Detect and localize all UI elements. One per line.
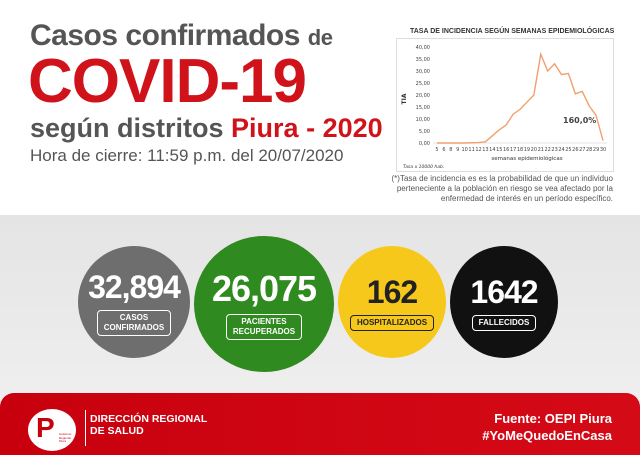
x-tick-label: 30 <box>600 147 606 153</box>
logo-text: Gobierno Regional Piura <box>59 432 72 443</box>
subtitle-text: según distritos <box>30 113 224 143</box>
stat-value: 26,075 <box>211 268 317 309</box>
chart-footnote: Tasa x 10000 hab. <box>403 164 444 170</box>
stat-label: PACIENTES RECUPERADOS <box>225 314 303 340</box>
stat-label-2: CONFIRMADOS <box>103 322 165 332</box>
x-tick-label: 5 <box>435 147 438 153</box>
stat-label: HOSPITALIZADOS <box>349 314 435 331</box>
x-tick-label: 19 <box>524 147 530 153</box>
stat-value: 32,894 <box>88 268 181 305</box>
x-tick-label: 11 <box>468 147 474 153</box>
x-tick-label: 24 <box>558 147 564 153</box>
y-tick-label: 10,00 <box>416 117 430 123</box>
x-tick-label: 26 <box>572 147 578 153</box>
stat-confirmed: 32,894 CASOS CONFIRMADOS <box>78 246 190 358</box>
x-tick-label: 6 <box>442 147 445 153</box>
closing-time: Hora de cierre: 11:59 p.m. del 20/07/202… <box>30 146 344 165</box>
stat-value: 162 <box>366 273 418 310</box>
series-line <box>437 51 604 144</box>
chart-svg: 0,00 5,00 10,00 15,00 20,00 25,00 30,00 35,00 40… <box>401 45 607 170</box>
x-tick-label: 22 <box>544 147 550 153</box>
x-tick-label: 12 <box>475 147 481 153</box>
y-tick-label: 15,00 <box>416 105 430 111</box>
stat-label-1: PACIENTES <box>241 317 287 326</box>
chart: 0,00 5,00 10,00 15,00 20,00 25,00 30,00 35,00 40… <box>396 38 614 172</box>
title-text: Casos confirmados <box>30 19 300 52</box>
logo-letter: P <box>36 412 55 443</box>
hashtag: #YoMeQuedoEnCasa <box>482 428 612 443</box>
y-tick-label: 30,00 <box>416 69 430 75</box>
x-tick-label: 28 <box>586 147 592 153</box>
x-tick-label: 29 <box>593 147 599 153</box>
x-tick-label: 16 <box>503 147 509 153</box>
stat-value: 1642 <box>470 273 538 310</box>
title-suffix: de <box>307 25 333 50</box>
source-info: Fuente: OEPI Piura #YoMeQuedoEnCasa <box>482 410 612 444</box>
chart-annotation: 160,0% <box>563 116 596 125</box>
x-tick-label: 10 <box>461 147 467 153</box>
x-tick-label: 17 <box>510 147 516 153</box>
x-tick-label: 18 <box>517 147 523 153</box>
x-axis-label: semanas epidemiológicas <box>491 155 562 162</box>
org-line1: DIRECCIÓN REGIONAL <box>90 413 208 425</box>
y-tick-label: 40,00 <box>416 45 430 51</box>
org-line2: DE SALUD <box>90 425 144 437</box>
incidence-note: (*)Tasa de incidencia es es la probabili… <box>391 174 613 203</box>
gobierno-regional-logo: P Gobierno Regional Piura <box>28 409 76 451</box>
y-tick-label: 25,00 <box>416 81 430 87</box>
organization-name: DIRECCIÓN REGIONAL DE SALUD <box>90 413 207 437</box>
y-tick-label: 0,00 <box>419 141 430 147</box>
y-tick-label: 5,00 <box>419 129 430 135</box>
x-tick-label: 9 <box>456 147 459 153</box>
x-tick-label: 20 <box>531 147 537 153</box>
chart-title: TASA DE INCIDENCIA SEGÚN SEMANAS EPIDEMI… <box>410 28 615 35</box>
x-tick-label: 14 <box>489 147 495 153</box>
stat-label: FALLECIDOS <box>471 314 537 331</box>
stat-label-2: RECUPERADOS <box>232 327 296 336</box>
x-tick-label: 27 <box>579 147 585 153</box>
stat-label: CASOS CONFIRMADOS <box>96 309 172 336</box>
y-axis-label: TIA <box>401 93 408 104</box>
stat-label-1: CASOS <box>119 312 149 322</box>
x-tick-label: 25 <box>565 147 571 153</box>
source-text: Fuente: OEPI Piura <box>494 411 612 426</box>
x-tick-label: 8 <box>449 147 452 153</box>
stat-hospitalized: 162 HOSPITALIZADOS <box>338 246 446 358</box>
footer-divider <box>85 410 86 446</box>
x-tick-label: 21 <box>538 147 544 153</box>
footer <box>0 393 640 455</box>
title-line3: según distritos Piura - 2020 <box>30 113 383 143</box>
subtitle-accent: Piura - 2020 <box>231 113 383 143</box>
title-covid: COVID-19 <box>28 47 307 116</box>
x-tick-label: 15 <box>496 147 502 153</box>
stat-recovered: 26,075 PACIENTES RECUPERADOS <box>194 236 334 372</box>
x-tick-label: 13 <box>482 147 488 153</box>
x-tick-label: 23 <box>551 147 557 153</box>
title-line1: Casos confirmados de <box>30 19 333 54</box>
y-tick-label: 35,00 <box>416 57 430 63</box>
y-tick-label: 20,00 <box>416 93 430 99</box>
stat-deceased: 1642 FALLECIDOS <box>450 246 558 358</box>
